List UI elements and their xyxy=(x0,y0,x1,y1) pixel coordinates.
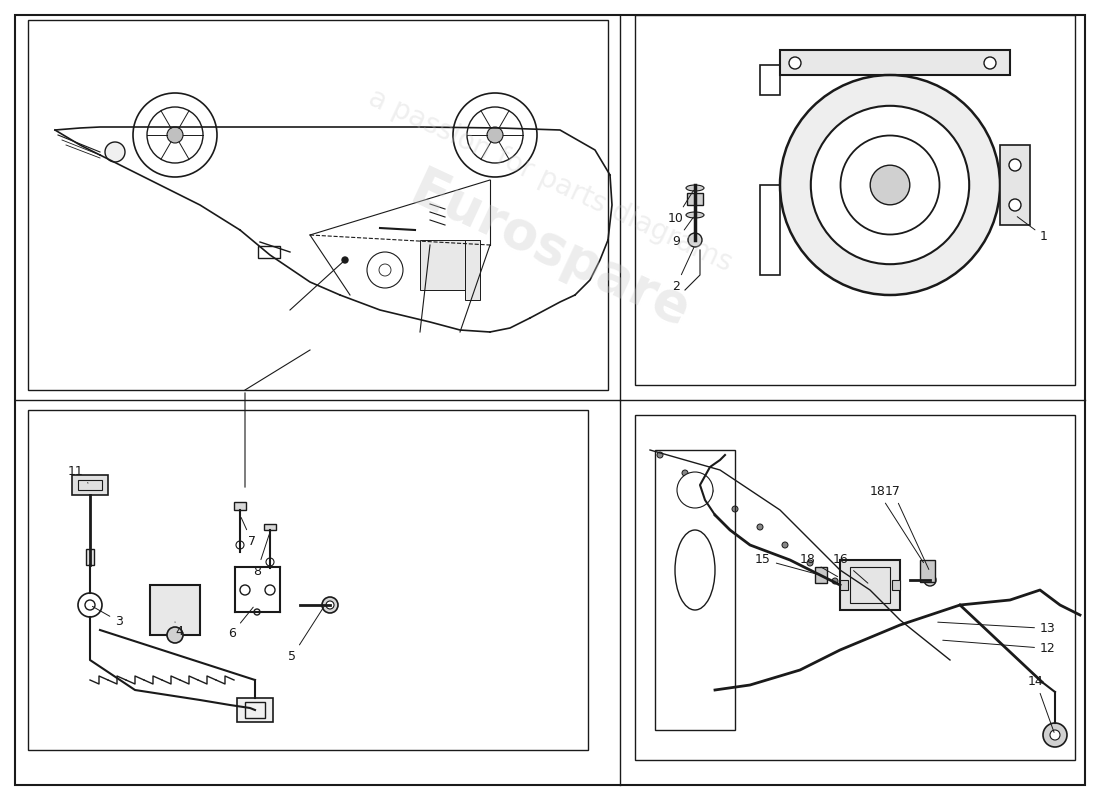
Bar xyxy=(234,502,246,510)
Bar xyxy=(635,15,1075,385)
Bar xyxy=(892,580,900,590)
Circle shape xyxy=(782,542,788,548)
Bar xyxy=(815,567,827,583)
Circle shape xyxy=(133,93,217,177)
Bar xyxy=(420,240,465,290)
Circle shape xyxy=(1009,199,1021,211)
Circle shape xyxy=(367,252,403,288)
Bar xyxy=(850,567,890,603)
Bar xyxy=(760,65,780,95)
Circle shape xyxy=(240,585,250,595)
Text: 1: 1 xyxy=(1018,217,1048,243)
Text: Eurospare: Eurospare xyxy=(403,162,697,338)
Circle shape xyxy=(840,135,939,234)
Bar xyxy=(28,410,588,750)
Circle shape xyxy=(254,609,260,615)
Circle shape xyxy=(807,560,813,566)
Bar xyxy=(258,246,280,258)
Circle shape xyxy=(379,264,390,276)
Circle shape xyxy=(657,452,663,458)
Circle shape xyxy=(453,93,537,177)
Circle shape xyxy=(707,488,713,494)
Text: 16: 16 xyxy=(833,553,868,583)
Bar xyxy=(780,50,1010,75)
Circle shape xyxy=(1043,723,1067,747)
Circle shape xyxy=(870,166,910,205)
Circle shape xyxy=(676,472,713,508)
Bar xyxy=(635,415,1075,760)
Text: 5: 5 xyxy=(288,607,323,663)
Bar xyxy=(688,193,703,205)
Circle shape xyxy=(85,600,95,610)
Circle shape xyxy=(322,597,338,613)
Text: 18: 18 xyxy=(870,485,924,562)
Bar xyxy=(245,702,265,718)
Bar xyxy=(1000,145,1030,225)
Circle shape xyxy=(757,524,763,530)
Text: 13: 13 xyxy=(938,622,1056,635)
Bar xyxy=(150,585,200,635)
Circle shape xyxy=(167,127,183,143)
Bar xyxy=(654,450,735,730)
Circle shape xyxy=(780,75,1000,295)
Circle shape xyxy=(78,593,102,617)
Text: 14: 14 xyxy=(1028,675,1054,732)
Bar xyxy=(78,480,102,490)
Circle shape xyxy=(789,57,801,69)
Circle shape xyxy=(732,506,738,512)
Circle shape xyxy=(688,233,702,247)
Text: 7: 7 xyxy=(241,518,256,548)
Circle shape xyxy=(832,578,838,584)
Text: 10: 10 xyxy=(668,190,693,225)
Text: 15: 15 xyxy=(755,553,817,574)
Circle shape xyxy=(342,257,348,263)
Circle shape xyxy=(1009,159,1021,171)
Circle shape xyxy=(266,558,274,566)
Bar xyxy=(920,560,935,582)
Bar xyxy=(86,549,94,565)
Text: 18: 18 xyxy=(800,553,837,577)
Bar xyxy=(28,20,608,390)
Circle shape xyxy=(682,470,688,476)
Text: 17: 17 xyxy=(886,485,928,570)
Text: 3: 3 xyxy=(92,606,123,628)
Text: 6: 6 xyxy=(228,607,253,640)
Bar xyxy=(72,475,108,495)
Circle shape xyxy=(265,585,275,595)
Circle shape xyxy=(924,574,936,586)
Bar xyxy=(760,185,780,275)
Circle shape xyxy=(104,142,125,162)
Text: 9: 9 xyxy=(672,218,693,248)
Ellipse shape xyxy=(686,185,704,191)
Text: 12: 12 xyxy=(943,640,1056,655)
Bar xyxy=(840,580,848,590)
Circle shape xyxy=(468,107,522,163)
Circle shape xyxy=(147,107,204,163)
Circle shape xyxy=(236,541,244,549)
Circle shape xyxy=(984,57,996,69)
Ellipse shape xyxy=(686,212,704,218)
Text: a passion for parts diagrams: a passion for parts diagrams xyxy=(364,83,736,277)
Text: 11: 11 xyxy=(68,465,88,483)
Text: 8: 8 xyxy=(253,534,270,578)
Circle shape xyxy=(326,601,334,609)
Circle shape xyxy=(811,106,969,264)
Text: 4: 4 xyxy=(175,622,183,638)
Circle shape xyxy=(1050,730,1060,740)
Bar xyxy=(465,240,480,300)
Circle shape xyxy=(487,127,503,143)
Bar xyxy=(236,698,273,722)
Bar xyxy=(840,560,900,610)
Circle shape xyxy=(167,627,183,643)
Text: 2: 2 xyxy=(672,247,694,293)
Bar xyxy=(264,524,276,530)
